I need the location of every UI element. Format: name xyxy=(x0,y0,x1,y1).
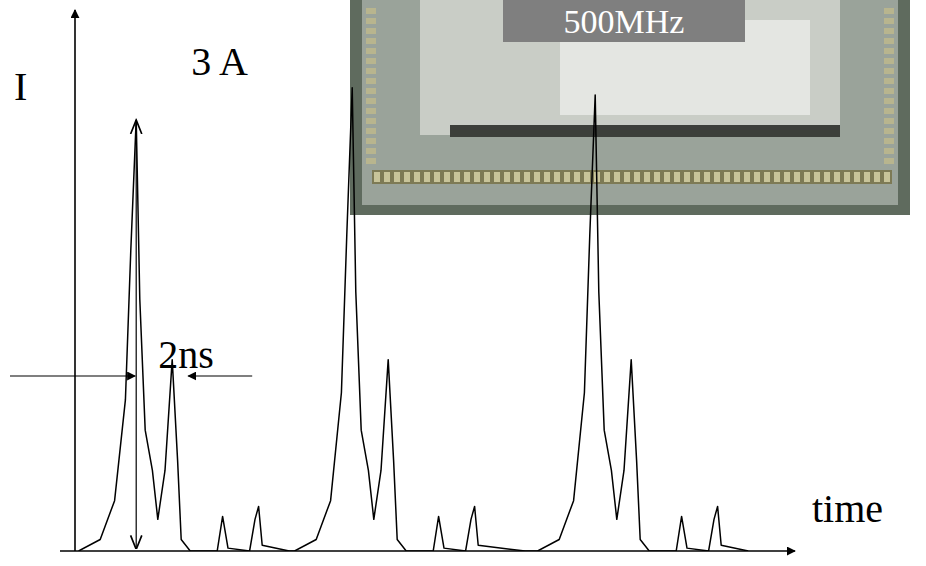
plot-area xyxy=(79,88,749,551)
y-axis-title: I xyxy=(14,64,27,109)
interval-label: 2ns xyxy=(158,332,214,377)
amplitude-arrow xyxy=(136,121,137,548)
chart: 500MHz Itime 3 A 2ns xyxy=(0,0,926,566)
chip-photo xyxy=(350,0,910,215)
current-waveform xyxy=(79,88,749,551)
chip-label: 500MHz xyxy=(564,3,685,40)
y-axis xyxy=(74,10,76,551)
amplitude-label: 3 A xyxy=(191,39,248,84)
interval-arrow xyxy=(10,375,135,376)
x-axis-title: time xyxy=(812,486,883,531)
